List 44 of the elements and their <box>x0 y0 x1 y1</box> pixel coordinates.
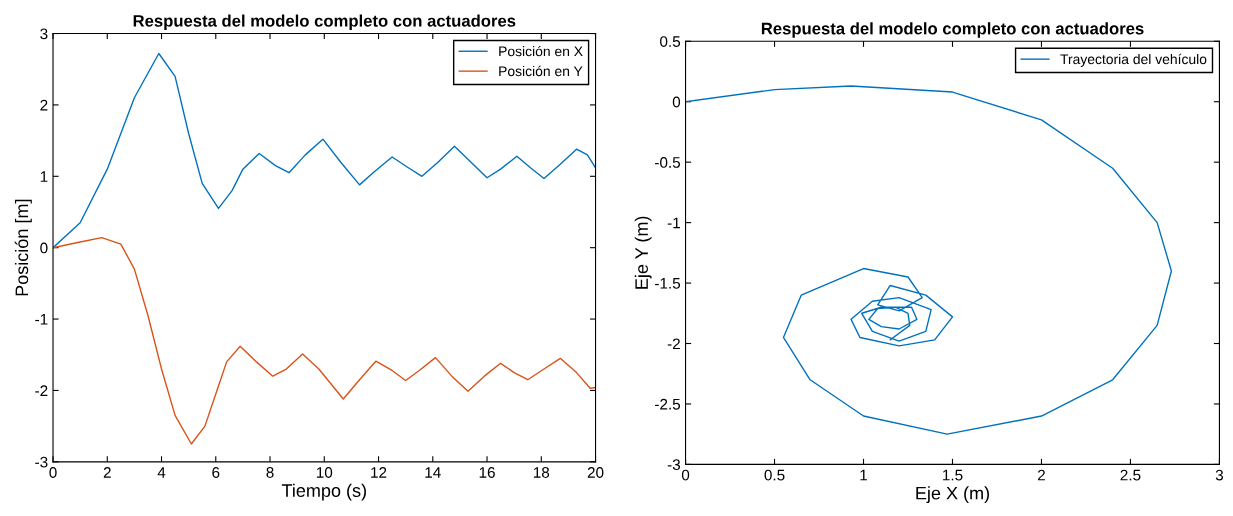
y-tick-label: 3 <box>40 28 48 40</box>
x-tick-label: 1.5 <box>943 469 963 481</box>
x-axis-title: Eje X (m) <box>916 486 989 504</box>
y-tick-label: -1 <box>35 314 48 325</box>
y-tick-label: -1.5 <box>655 278 681 289</box>
x-tick-label: 0.5 <box>764 469 785 481</box>
x-tick-label: 20 <box>587 467 604 478</box>
line-series <box>685 85 1173 435</box>
y-tick-label: -2 <box>667 338 680 350</box>
x-tick-label: 4 <box>157 467 166 478</box>
chart-title: Respuesta del modelo completo con actuadores <box>133 14 516 31</box>
y-tick-label: 0 <box>40 242 48 254</box>
legend-label: Trayectoria del vehículo <box>1060 53 1207 67</box>
x-tick-label: 6 <box>212 467 220 478</box>
x-tick-label: 2 <box>103 467 111 478</box>
y-tick-label: 2 <box>40 99 48 111</box>
legend-label: Posición en Y <box>499 65 583 77</box>
x-tick-label: 2 <box>1037 469 1045 481</box>
x-tick-label: 16 <box>479 467 495 478</box>
y-tick-label: 0 <box>672 96 681 108</box>
x-tick-label: 0 <box>49 467 57 478</box>
y-axis-title: Posición [m] <box>14 199 32 296</box>
x-tick-label: 10 <box>316 467 333 478</box>
y-tick-label: -3 <box>35 456 48 468</box>
chart-title: Respuesta del modelo completo con actuadores <box>761 22 1144 38</box>
x-tick-label: 8 <box>266 467 274 478</box>
x-tick-label: 2.5 <box>1120 469 1141 481</box>
y-axis-title: Eje Y (m) <box>634 216 652 289</box>
y-tick-label: -2.5 <box>655 398 681 410</box>
x-tick-label: 12 <box>371 467 387 478</box>
y-tick-label: -1 <box>667 217 680 229</box>
x-tick-label: 3 <box>1215 469 1224 481</box>
y-tick-label: 1 <box>40 171 48 182</box>
x-tick-label: 0 <box>681 469 690 481</box>
x-tick-label: 18 <box>533 467 550 478</box>
x-axis-title: Tiempo (s) <box>281 483 366 501</box>
x-tick-label: 1 <box>860 469 868 481</box>
y-tick-label: -0.5 <box>655 157 681 168</box>
y-tick-label: -3 <box>667 459 681 471</box>
x-tick-label: 14 <box>425 467 441 478</box>
y-tick-label: 0.5 <box>660 36 681 47</box>
y-tick-label: -2 <box>35 385 48 396</box>
legend-label: Posición en X <box>499 45 583 57</box>
line-series <box>53 236 596 445</box>
